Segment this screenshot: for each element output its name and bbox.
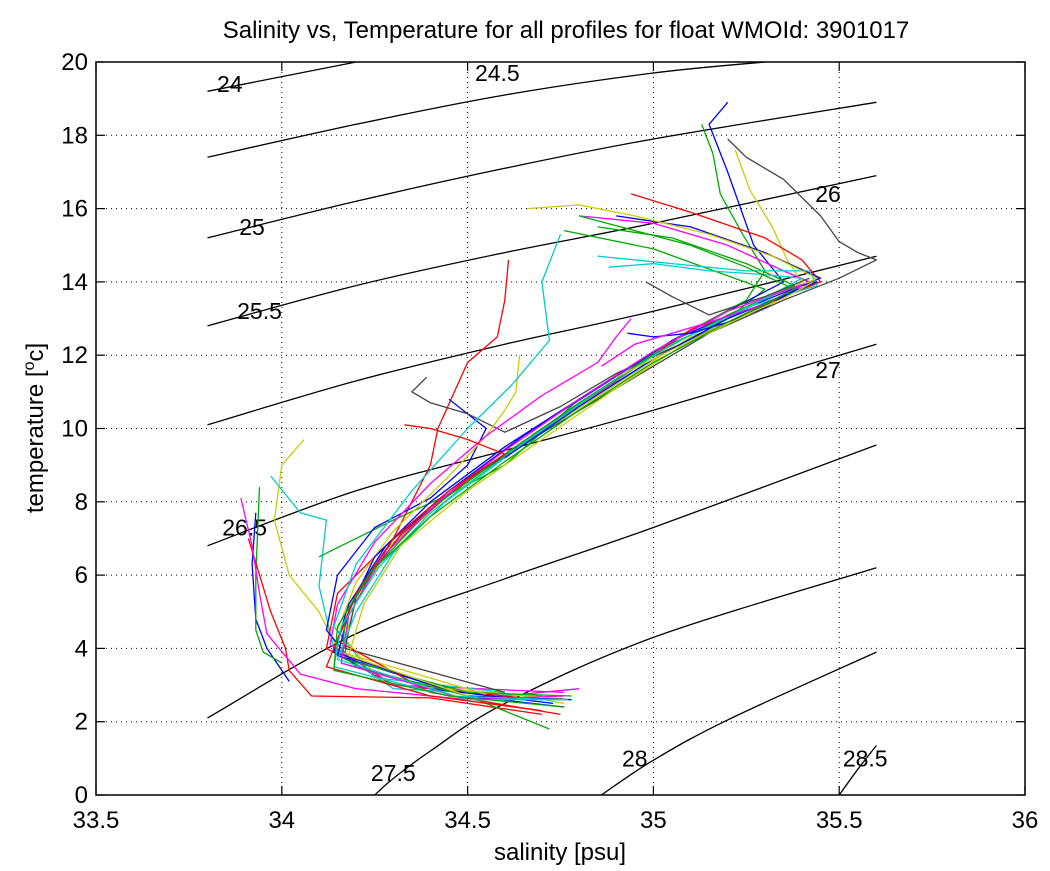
isopycnal-label: 26 bbox=[815, 181, 841, 207]
profile-line bbox=[251, 512, 290, 682]
x-axis-label: salinity [psu] bbox=[494, 839, 626, 866]
y-axis-label-main: temperature [ bbox=[22, 370, 49, 513]
isopycnal-line bbox=[207, 444, 877, 719]
profile-line bbox=[333, 215, 822, 708]
x-tick-label: 34 bbox=[268, 807, 295, 834]
y-tick-label: 10 bbox=[61, 416, 88, 443]
grid-lines bbox=[96, 62, 1025, 795]
isopycnal-label: 27 bbox=[815, 357, 841, 383]
y-tick-label: 12 bbox=[61, 342, 88, 369]
isopycnal-line bbox=[207, 343, 877, 547]
profile-line bbox=[340, 226, 796, 730]
y-axis-label: temperature [oc] bbox=[21, 343, 49, 513]
y-tick-label: 6 bbox=[75, 562, 88, 589]
isopycnal-labels: 24 24.5 25 25.5 26 26.5 27 27.5 28 28.5 bbox=[217, 60, 888, 786]
axis-ticks bbox=[95, 61, 1026, 796]
x-tick-label: 35.5 bbox=[816, 807, 863, 834]
isopycnal-label: 27.5 bbox=[371, 760, 416, 786]
x-tick-label: 33.5 bbox=[73, 807, 120, 834]
isopycnal-label: 25.5 bbox=[237, 298, 282, 324]
y-axis-label-superscript: o bbox=[21, 361, 38, 370]
profile-line bbox=[336, 193, 822, 716]
y-tick-labels: 0 2 4 6 8 10 12 14 16 18 20 bbox=[61, 49, 88, 809]
x-tick-label: 34.5 bbox=[444, 807, 491, 834]
isopycnal-line bbox=[207, 61, 765, 158]
isopycnal-label: 25 bbox=[239, 214, 265, 240]
profile-line bbox=[336, 255, 818, 701]
isopycnal-label: 28.5 bbox=[843, 745, 888, 771]
y-tick-label: 4 bbox=[75, 635, 88, 662]
y-tick-label: 20 bbox=[61, 49, 88, 76]
isopycnal-line bbox=[207, 255, 877, 426]
isopycnal-line bbox=[374, 567, 877, 796]
profile-line bbox=[340, 215, 811, 701]
profile-line bbox=[344, 138, 878, 694]
y-tick-label: 18 bbox=[61, 122, 88, 149]
profile-line bbox=[336, 101, 785, 701]
isopycnal-line bbox=[207, 101, 877, 239]
profile-line bbox=[273, 439, 565, 705]
profile-series bbox=[240, 101, 878, 730]
isopycnal-line bbox=[838, 745, 877, 796]
isopycnal-line bbox=[601, 651, 877, 796]
profile-line bbox=[333, 215, 796, 708]
profile-line bbox=[348, 204, 818, 697]
isopycnal-line bbox=[207, 61, 357, 92]
profile-line bbox=[333, 262, 803, 701]
profile-line bbox=[615, 281, 814, 378]
profile-line bbox=[318, 229, 766, 558]
isopycnal-lines bbox=[207, 61, 877, 796]
isopycnal-label: 24.5 bbox=[475, 60, 520, 86]
profile-line bbox=[333, 234, 562, 694]
plot-frame bbox=[95, 61, 1026, 796]
profile-line bbox=[270, 475, 542, 697]
profile-line bbox=[645, 277, 810, 316]
x-tick-label: 35 bbox=[640, 807, 667, 834]
y-tick-label: 14 bbox=[61, 269, 88, 296]
y-tick-label: 2 bbox=[75, 709, 88, 736]
isopycnal-line bbox=[207, 174, 877, 327]
y-tick-label: 8 bbox=[75, 489, 88, 516]
y-tick-label: 0 bbox=[75, 782, 88, 809]
x-tick-label: 36 bbox=[1012, 807, 1039, 834]
profile-line bbox=[247, 538, 542, 716]
x-tick-labels: 33.5 34 34.5 35 35.5 36 bbox=[73, 807, 1039, 834]
isopycnal-label: 26.5 bbox=[222, 514, 267, 540]
y-axis-label-unit: c] bbox=[22, 343, 49, 362]
profile-line bbox=[504, 281, 818, 459]
chart-title: Salinity vs, Temperature for all profile… bbox=[223, 17, 910, 44]
isopycnal-label: 24 bbox=[217, 71, 243, 97]
y-tick-label: 16 bbox=[61, 196, 88, 223]
profile-line bbox=[329, 318, 632, 694]
profile-line bbox=[255, 487, 283, 664]
isopycnal-label: 28 bbox=[622, 745, 648, 771]
profile-line bbox=[344, 124, 766, 697]
